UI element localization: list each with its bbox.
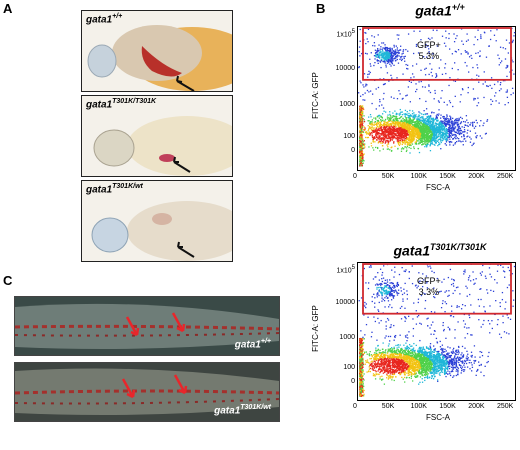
x-tick-label: 100K — [410, 403, 427, 410]
tail-genotype-label: gata1+/+ — [234, 337, 271, 350]
x-tick-label: 50K — [381, 173, 395, 180]
x-tick-label: 150K — [439, 173, 456, 180]
x-tick-label: 100K — [410, 173, 427, 180]
y-axis-label: FITC-A: GFP — [310, 71, 320, 119]
genotype-label: gata1+/+ — [86, 13, 123, 26]
x-tick-label: 0 — [353, 403, 357, 410]
genotype-label: gata1T301K/wt — [86, 183, 143, 196]
y-tick-label: 10000 — [335, 299, 355, 307]
y-tick-label: 100 — [343, 364, 355, 372]
arrow-icon — [176, 80, 195, 91]
y-tick-label: 0 — [351, 378, 355, 386]
gfp-gate — [362, 27, 512, 81]
y-tick-label: 1000 — [339, 101, 355, 109]
embryo-drawing — [93, 116, 232, 176]
plot-frame — [357, 262, 516, 401]
gate-value: 5.3% — [418, 51, 440, 62]
arrow-icon — [177, 246, 195, 258]
x-tick-label: 50K — [381, 403, 395, 410]
y-tick-label: 0 — [351, 147, 355, 155]
gate-label: GFP+ — [417, 275, 441, 286]
scatter-canvas — [357, 262, 516, 401]
x-tick-label: 0 — [353, 173, 357, 180]
flow-cytometry-plot-homozygous: GFP+ 3.3% 0 50K 100K 150K 200K 250K FSC-A — [353, 262, 517, 424]
genotype-label: gata1T301K/T301K — [86, 98, 157, 111]
y-tick-label: 1000 — [339, 333, 355, 341]
gate-percentage-label: GFP+ 5.3% — [417, 40, 441, 62]
flow-plot-title: gata1+/+ — [415, 2, 465, 19]
tail-drawing — [15, 297, 279, 355]
gate-label: GFP+ — [417, 40, 441, 51]
panel-letter-c: C — [3, 273, 13, 288]
tail-drawing — [15, 363, 279, 421]
flow-cytometry-plot-wildtype: GFP+ 5.3% 0 50K 100K 150K 200K 250K FSC-A — [353, 26, 517, 194]
event-dots — [358, 27, 516, 167]
panel-letter-a: A — [3, 1, 13, 16]
tail-image-heterozygous: gata1T301K/wt — [14, 362, 280, 422]
x-axis-label: FSC-A — [426, 183, 450, 192]
y-tick-label: 10000 — [335, 65, 355, 73]
x-tick-label: 250K — [497, 403, 514, 410]
x-tick-label: 150K — [439, 403, 456, 410]
embryo-drawing — [91, 201, 232, 261]
flow-plot-title: gata1T301K/T301K — [393, 242, 487, 259]
x-tick-label: 200K — [468, 403, 485, 410]
tail-image-wildtype: gata1+/+ — [14, 296, 280, 356]
gate-percentage-label: GFP+ 3.3% — [417, 276, 441, 298]
embryo-image-heterozygous: gata1T301K/wt — [81, 180, 233, 262]
embryo-image-homozygous: gata1T301K/T301K — [81, 95, 233, 177]
y-axis-label: FITC-A: GFP — [310, 305, 320, 352]
y-tick-label: 100 — [343, 132, 355, 140]
x-axis-label: FSC-A — [426, 413, 450, 422]
event-dots — [358, 263, 516, 397]
gfp-gate — [362, 263, 512, 315]
scatter-canvas — [357, 26, 516, 171]
arrow-icon — [173, 161, 191, 173]
tail-genotype-label: gata1T301K/wt — [214, 403, 271, 416]
panel-letter-b: B — [316, 1, 326, 16]
embryo-image-wildtype: gata1+/+ — [81, 10, 233, 92]
gate-value: 3.3% — [418, 286, 440, 297]
embryo-drawing — [87, 25, 232, 91]
y-tick-label: 1x105 — [336, 29, 355, 39]
y-tick-label: 1x105 — [336, 264, 355, 275]
x-tick-label: 200K — [468, 173, 485, 180]
x-tick-label: 250K — [497, 173, 514, 180]
